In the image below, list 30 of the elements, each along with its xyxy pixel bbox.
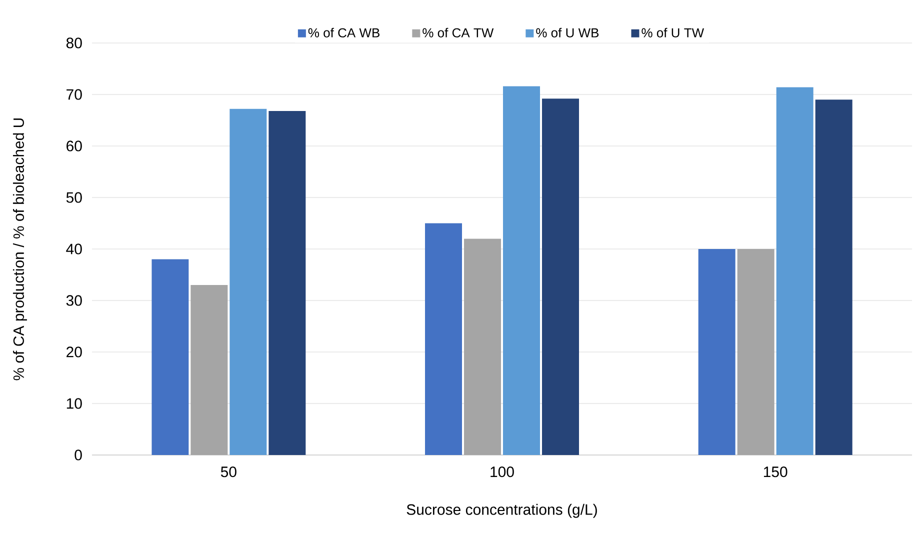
x-tick-label: 100 <box>490 466 514 478</box>
y-tick-label: 0 <box>74 450 82 460</box>
bar <box>542 98 580 455</box>
bar <box>425 223 462 455</box>
bar <box>776 87 814 455</box>
bar <box>190 285 228 455</box>
legend-label: % of CA TW <box>422 28 494 38</box>
legend-label: % of U WB <box>536 28 599 38</box>
bar <box>464 238 502 455</box>
x-axis-title: Sucrose concentrations (g/L) <box>406 504 597 518</box>
y-tick-label: 20 <box>66 346 82 358</box>
y-tick-label: 80 <box>66 38 82 48</box>
x-tick-label: 50 <box>220 466 236 478</box>
y-tick-label: 50 <box>66 192 82 203</box>
bar <box>737 248 774 455</box>
legend-label: % of U TW <box>642 28 704 38</box>
y-tick-label: 70 <box>66 89 82 100</box>
bar <box>230 108 267 455</box>
legend-label: % of CA WB <box>308 28 380 38</box>
y-tick-label: 60 <box>66 140 82 152</box>
bar <box>815 100 852 455</box>
bar <box>503 86 540 455</box>
bar <box>698 248 736 455</box>
bar <box>152 259 189 455</box>
x-tick-label: 150 <box>764 466 788 478</box>
y-tick-label: 30 <box>66 295 82 306</box>
y-tick-label: 40 <box>66 244 82 254</box>
y-tick-label: 10 <box>66 398 82 409</box>
bar <box>268 110 306 455</box>
y-axis-title: % of CA production / % of bioleached U <box>12 118 27 380</box>
